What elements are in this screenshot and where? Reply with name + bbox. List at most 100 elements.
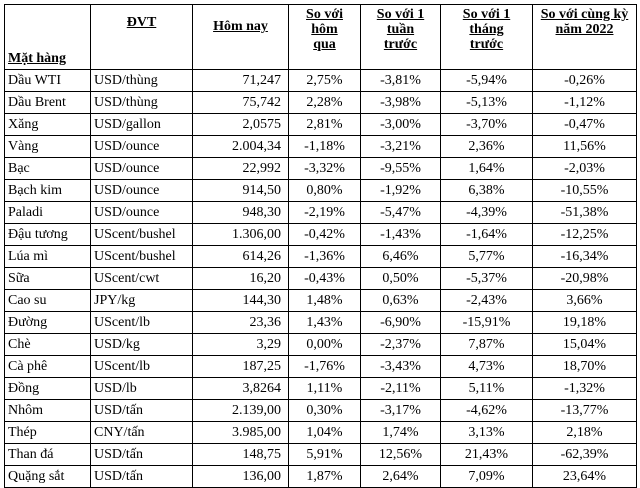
- table-body: Dầu WTI USD/thùng 71,247 2,75% -3,81% -5,94% -…: [4, 69, 637, 488]
- commodity-name-cell: Thép: [4, 421, 91, 444]
- commodity-name-cell: Bạc: [4, 157, 91, 180]
- header-commodity: Mặt hàng: [4, 4, 91, 70]
- price-today-cell: 22,992: [192, 157, 289, 180]
- unit-cell: USD/kg: [90, 333, 193, 356]
- table-row: Dầu WTI USD/thùng 71,247 2,75% -3,81% -5,94% -…: [4, 69, 637, 92]
- header-unit: ĐVT: [90, 4, 193, 70]
- price-today-cell: 16,20: [192, 267, 289, 290]
- change-month-cell: 2,36%: [440, 135, 533, 158]
- unit-cell: UScent/cwt: [90, 267, 193, 290]
- change-week-cell: 2,64%: [360, 465, 441, 488]
- header-vs-prev-day: So với hôm qua: [288, 4, 361, 70]
- unit-cell: UScent/bushel: [90, 245, 193, 268]
- unit-cell: USD/ounce: [90, 179, 193, 202]
- change-year-cell: -62,39%: [532, 443, 637, 466]
- price-today-cell: 2.004,34: [192, 135, 289, 158]
- change-year-cell: -2,03%: [532, 157, 637, 180]
- change-week-cell: -3,00%: [360, 113, 441, 136]
- change-month-cell: 21,43%: [440, 443, 533, 466]
- table-row: Cà phê UScent/lb 187,25 -1,76% -3,43% 4,73% 18…: [4, 355, 637, 378]
- header-vs-week-line3: trước: [383, 37, 418, 52]
- change-prev-day-cell: -0,43%: [288, 267, 361, 290]
- change-year-cell: 15,04%: [532, 333, 637, 356]
- change-week-cell: 12,56%: [360, 443, 441, 466]
- price-today-cell: 144,30: [192, 289, 289, 312]
- change-prev-day-cell: 2,81%: [288, 113, 361, 136]
- change-week-cell: -6,90%: [360, 311, 441, 334]
- change-prev-day-cell: 1,04%: [288, 421, 361, 444]
- unit-cell: USD/tấn: [90, 399, 193, 422]
- header-vs-week: So với 1 tuần trước: [360, 4, 441, 70]
- change-prev-day-cell: -1,36%: [288, 245, 361, 268]
- commodity-name-cell: Đường: [4, 311, 91, 334]
- unit-cell: CNY/tấn: [90, 421, 193, 444]
- header-vs-month: So với 1 tháng trước: [440, 4, 533, 70]
- price-today-cell: 2.139,00: [192, 399, 289, 422]
- change-month-cell: 4,73%: [440, 355, 533, 378]
- change-week-cell: 1,74%: [360, 421, 441, 444]
- unit-cell: USD/thùng: [90, 69, 193, 92]
- header-vs-prev-day-line2: hôm: [311, 22, 338, 37]
- table-row: Quặng sắt USD/tấn 136,00 1,87% 2,64% 7,09% 23,…: [4, 465, 637, 488]
- change-year-cell: -1,32%: [532, 377, 637, 400]
- table-row: Cao su JPY/kg 144,30 1,48% 0,63% -2,43% 3,66%: [4, 289, 637, 312]
- header-vs-prev-day-line1: So với: [306, 7, 343, 22]
- commodity-name-cell: Quặng sắt: [4, 465, 91, 488]
- change-year-cell: -1,12%: [532, 91, 637, 114]
- change-month-cell: -4,39%: [440, 201, 533, 224]
- commodity-name-cell: Vàng: [4, 135, 91, 158]
- price-today-cell: 3,8264: [192, 377, 289, 400]
- change-week-cell: -9,55%: [360, 157, 441, 180]
- header-row: Mặt hàng ĐVT Hôm nay So với hôm qua So v…: [4, 4, 637, 70]
- change-prev-day-cell: -2,19%: [288, 201, 361, 224]
- commodity-name-cell: Bạch kim: [4, 179, 91, 202]
- change-year-cell: -16,34%: [532, 245, 637, 268]
- table-row: Nhôm USD/tấn 2.139,00 0,30% -3,17% -4,62% -13,…: [4, 399, 637, 422]
- change-year-cell: 11,56%: [532, 135, 637, 158]
- commodity-price-document: Mặt hàng ĐVT Hôm nay So với hôm qua So v…: [4, 4, 637, 488]
- unit-cell: UScent/lb: [90, 311, 193, 334]
- commodity-name-cell: Chè: [4, 333, 91, 356]
- change-month-cell: -4,62%: [440, 399, 533, 422]
- price-today-cell: 3,29: [192, 333, 289, 356]
- change-month-cell: 1,64%: [440, 157, 533, 180]
- table-row: Bạc USD/ounce 22,992 -3,32% -9,55% 1,64% -2,03…: [4, 157, 637, 180]
- price-today-cell: 71,247: [192, 69, 289, 92]
- commodity-name-cell: Lúa mì: [4, 245, 91, 268]
- commodity-name-cell: Than đá: [4, 443, 91, 466]
- table-row: Lúa mì UScent/bushel 614,26 -1,36% 6,46% 5,77…: [4, 245, 637, 268]
- change-year-cell: -0,26%: [532, 69, 637, 92]
- change-week-cell: -5,47%: [360, 201, 441, 224]
- table-row: Thép CNY/tấn 3.985,00 1,04% 1,74% 3,13% 2,18%: [4, 421, 637, 444]
- change-week-cell: -3,98%: [360, 91, 441, 114]
- change-year-cell: -12,25%: [532, 223, 637, 246]
- header-vs-month-line2: tháng: [469, 22, 504, 37]
- price-today-cell: 187,25: [192, 355, 289, 378]
- change-year-cell: -51,38%: [532, 201, 637, 224]
- table-header: Mặt hàng ĐVT Hôm nay So với hôm qua So v…: [4, 4, 637, 70]
- commodity-name-cell: Dầu Brent: [4, 91, 91, 114]
- change-year-cell: -0,47%: [532, 113, 637, 136]
- header-vs-year-line1: So với cùng kỳ: [540, 7, 629, 22]
- header-vs-week-line1: So với 1: [376, 7, 425, 22]
- commodity-name-cell: Đậu tương: [4, 223, 91, 246]
- header-vs-month-line3: trước: [469, 37, 504, 52]
- change-month-cell: 6,38%: [440, 179, 533, 202]
- table-row: Paladi USD/ounce 948,30 -2,19% -5,47% -4,39% -…: [4, 201, 637, 224]
- change-month-cell: 7,87%: [440, 333, 533, 356]
- change-month-cell: 7,09%: [440, 465, 533, 488]
- table-row: Đồng USD/lb 3,8264 1,11% -2,11% 5,11% -1,32%: [4, 377, 637, 400]
- commodity-name-cell: Đồng: [4, 377, 91, 400]
- commodity-name-cell: Paladi: [4, 201, 91, 224]
- change-prev-day-cell: -1,18%: [288, 135, 361, 158]
- unit-cell: JPY/kg: [90, 289, 193, 312]
- unit-cell: USD/thùng: [90, 91, 193, 114]
- change-month-cell: -5,94%: [440, 69, 533, 92]
- change-prev-day-cell: -1,76%: [288, 355, 361, 378]
- header-vs-month-line1: So với 1: [462, 7, 511, 22]
- change-prev-day-cell: 2,75%: [288, 69, 361, 92]
- price-today-cell: 948,30: [192, 201, 289, 224]
- header-vs-week-line2: tuần: [386, 22, 415, 37]
- change-week-cell: -3,17%: [360, 399, 441, 422]
- price-today-cell: 3.985,00: [192, 421, 289, 444]
